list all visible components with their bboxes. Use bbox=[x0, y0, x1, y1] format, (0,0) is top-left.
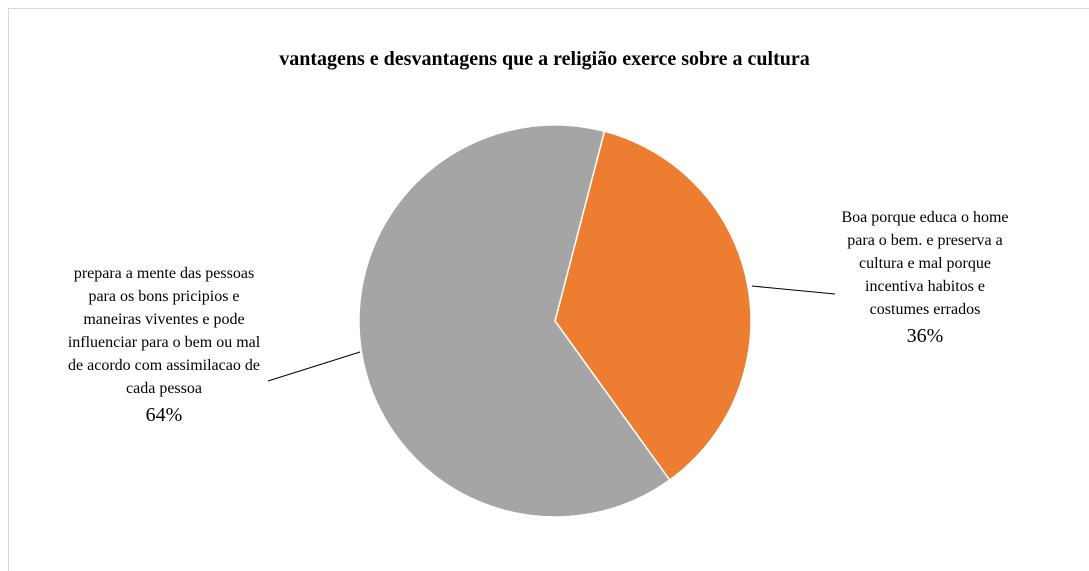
pie-slice bbox=[358, 124, 671, 518]
data-label: prepara a mente das pessoas para os bons… bbox=[62, 262, 266, 428]
label-text: Boa porque educa o home para o bem. e pr… bbox=[841, 209, 1009, 318]
pie-slice bbox=[554, 130, 752, 482]
leader-line bbox=[267, 351, 361, 382]
leader-line bbox=[751, 285, 836, 295]
data-label: Boa porque educa o home para o bem. e pr… bbox=[835, 206, 1015, 349]
pie bbox=[358, 124, 752, 518]
label-value: 64% bbox=[145, 404, 183, 426]
chart-title: vantagens e desvantagens que a religião … bbox=[279, 48, 810, 70]
label-text: prepara a mente das pessoas para os bons… bbox=[67, 265, 261, 397]
chart-border bbox=[8, 8, 1089, 571]
label-value: 36% bbox=[906, 325, 944, 347]
